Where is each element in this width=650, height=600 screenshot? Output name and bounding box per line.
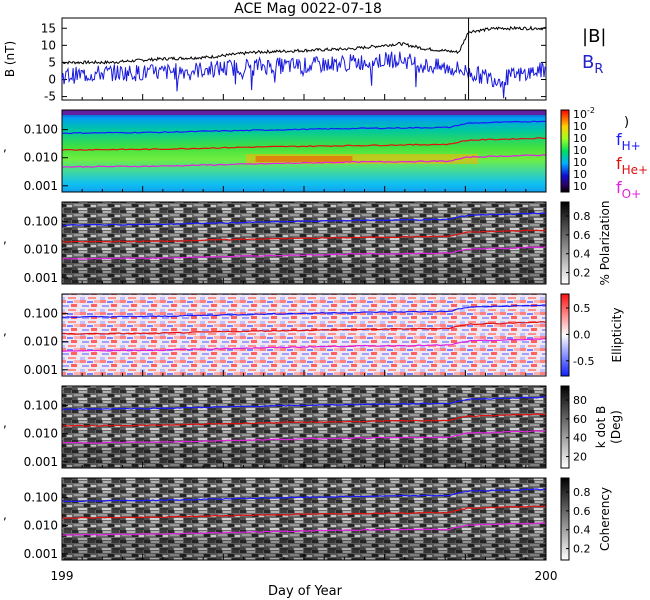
coherency-ylabel-stub: , [3, 508, 7, 522]
polarization-colorbar-tick: 0.4 [573, 248, 591, 261]
panel1-frame [61, 17, 547, 101]
panel1-ytick-label: 15 [41, 21, 56, 35]
polarization-colorbar-tick: 0.2 [573, 267, 591, 280]
kdotb-line-fO+ [61, 430, 547, 444]
power-top-band [62, 110, 546, 115]
ellipticity-colorbar [560, 293, 570, 377]
legend-He+: fHe+ [616, 154, 648, 177]
coherency-colorbar-label: Coherency [598, 487, 612, 551]
panel1-ytick-label: 10 [41, 38, 56, 52]
polarization-ytick-label: 0.100 [24, 215, 58, 229]
power-colorbar-tick: 10 [573, 132, 587, 145]
legend-O+: fO+ [616, 178, 641, 201]
power-spectrum-ytick-label: 0.100 [24, 123, 58, 137]
coherency-colorbar-tick: 0.6 [573, 505, 591, 518]
polarization-ylabel-stub: , [3, 232, 7, 246]
xtick-label-start: 199 [51, 569, 74, 583]
x-axis-label: Day of Year [268, 584, 343, 599]
polarization-colorbar-tick: 0.8 [573, 210, 591, 223]
power-colorbar-tick: 10 [573, 144, 587, 157]
series-B-magnitude [61, 25, 547, 65]
coherency-line-fH+ [61, 488, 547, 502]
power-spectrum-line-fH+ [61, 120, 547, 135]
power-spectrum-colorbar [560, 109, 570, 193]
ellipticity-ytick-label: 0.100 [24, 307, 58, 321]
power-peak [255, 156, 353, 162]
coherency-ytick-label: 0.100 [24, 491, 58, 505]
kdotb-colorbar-tick: 20 [573, 451, 587, 464]
kdotb-colorbar-label-units: (Deg) [609, 410, 623, 444]
power-enhancement [245, 154, 479, 164]
polarization-ytick-label: 0.010 [24, 243, 58, 257]
kdotb-colorbar-tick: 80 [573, 394, 587, 407]
kdotb-line-fHe+ [61, 413, 547, 427]
power-spectrum-ytick-label: 0.010 [24, 151, 58, 165]
coherency-line-fO+ [61, 522, 547, 536]
coherency-lowfreq-shade [62, 538, 546, 560]
coherency-colorbar-tick: 0.8 [573, 486, 591, 499]
power-spectrum-line-fHe+ [61, 137, 546, 151]
polarization-line-fO+ [61, 246, 547, 260]
kdotb-line-fH+ [61, 396, 547, 411]
panel1-ytick-label: 5 [48, 55, 56, 69]
polarization-line-fH+ [61, 212, 547, 227]
power-spectrum-ylabel-stub: , [3, 140, 7, 154]
coherency-colorbar [560, 477, 570, 561]
xtick-label-end: 200 [535, 569, 558, 583]
kdotb-colorbar-tick: 40 [573, 432, 587, 445]
coherency-colorbar-tick: 0.2 [573, 543, 591, 556]
legend-B-radial: BR [582, 52, 603, 77]
ellipticity-colorbar-label: Ellipticity [610, 308, 624, 363]
kdotb-ylabel-stub: , [3, 416, 7, 430]
ellipticity-ytick-label: 0.010 [24, 335, 58, 349]
kdotb-ytick-label: 0.100 [24, 399, 58, 413]
coherency-ytick-label: 0.010 [24, 519, 58, 533]
coherency-line-fHe+ [61, 505, 547, 519]
kdotb-lowfreq-shade [62, 446, 546, 468]
ellipticity-line-fH+ [61, 304, 547, 319]
power-colorbar-tick: 10 [573, 180, 587, 193]
figure-layer: ACE Mag 0022-07-18 15 10 5 0 -5 B (nT) |B| BR 0.1… [3, 1, 648, 599]
polarization-lowfreq-shade [62, 262, 546, 284]
kdotb-colorbar-tick: 60 [573, 413, 587, 426]
power-spectrum-line-fO+ [61, 154, 547, 168]
kdotb-ytick-label: 0.001 [24, 455, 58, 469]
panel1-ytick-label: 0 [48, 73, 56, 87]
power-colorbar-tick: 10 [573, 168, 587, 181]
figure-title: ACE Mag 0022-07-18 [234, 1, 382, 17]
legend-H+: fH+ [616, 130, 641, 153]
ellipticity-ylabel-stub: , [3, 324, 7, 338]
coherency-colorbar-tick: 0.4 [573, 524, 591, 537]
polarization-line-fHe+ [61, 229, 547, 243]
power-colorbar-label: ) [624, 115, 629, 130]
power-colorbar-tick: 10-2 [573, 106, 595, 121]
kdotb-colorbar [560, 385, 570, 469]
panel1-ylabel: B (nT) [3, 41, 17, 77]
polarization-colorbar [560, 201, 570, 285]
power-colorbar-tick: 10 [573, 120, 587, 133]
ellipticity-line-fO+ [61, 338, 547, 352]
panel1-ytick-label: -5 [44, 90, 56, 104]
ellipticity-colorbar-tick: 0.5 [573, 302, 591, 315]
coherency-ytick-label: 0.001 [24, 547, 58, 561]
polarization-colorbar-tick: 0.6 [573, 229, 591, 242]
polarization-ytick-label: 0.001 [24, 271, 58, 285]
kdotb-colorbar-label: k dot B [594, 406, 608, 448]
ellipticity-line-fHe+ [61, 321, 547, 335]
polarization-colorbar-label: % Polarization [598, 201, 612, 286]
ellipticity-colorbar-tick: 0.0 [573, 328, 591, 341]
ellipticity-image [62, 294, 546, 376]
power-spectrum-ytick-label: 0.001 [24, 179, 58, 193]
legend-B-magnitude: |B| [582, 26, 606, 47]
kdotb-ytick-label: 0.010 [24, 427, 58, 441]
ellipticity-ytick-label: 0.001 [24, 363, 58, 377]
series-B-radial [61, 51, 547, 99]
ellipticity-colorbar-tick: -0.5 [573, 355, 594, 368]
power-colorbar-tick: 10 [573, 156, 587, 169]
power-spectrum-image [62, 110, 546, 192]
